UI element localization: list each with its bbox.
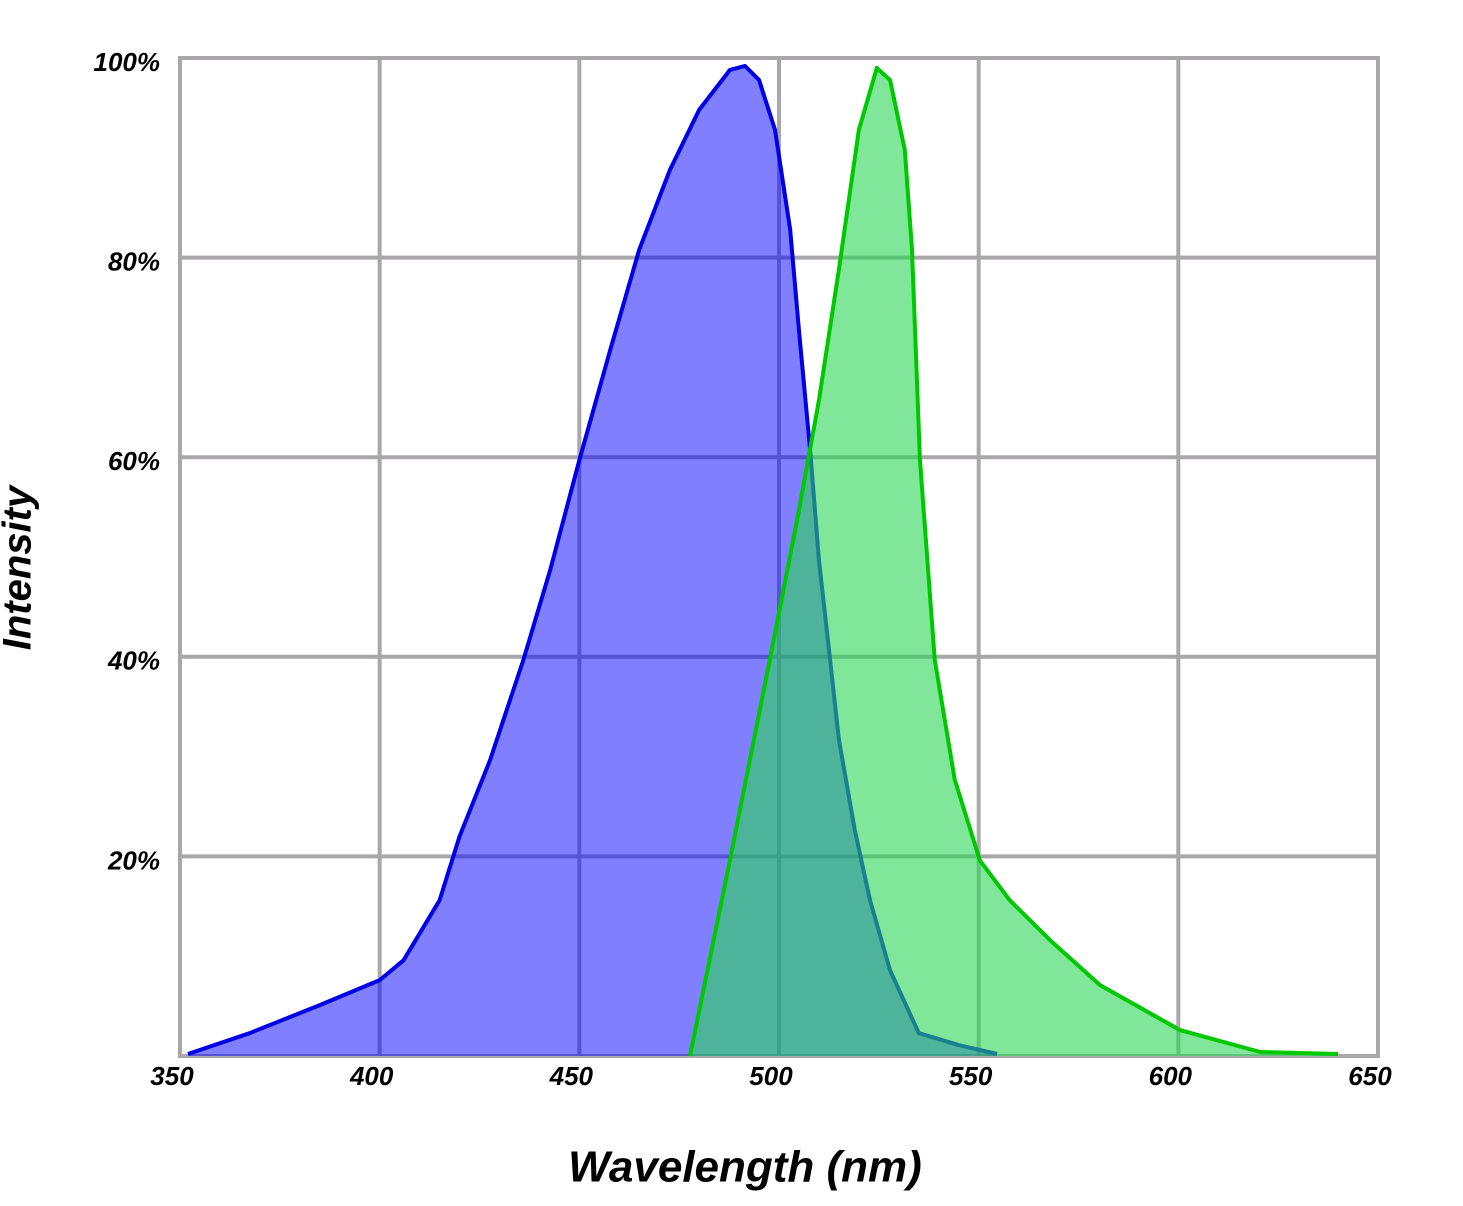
area-line	[687, 65, 1339, 1057]
y-tick-label: 60%	[108, 446, 160, 476]
y-tick-label: 80%	[108, 246, 160, 276]
y-tick-label: 20%	[107, 845, 160, 875]
x-tick-label: 500	[749, 1061, 793, 1091]
x-tick-label: 600	[1149, 1061, 1193, 1091]
x-tick-label: 550	[949, 1061, 993, 1091]
y-tick-label: 100%	[94, 47, 161, 77]
y-axis-label: Intensity	[0, 484, 40, 650]
x-axis-label: Wavelength (nm)	[568, 1143, 922, 1192]
x-tick-label: 350	[150, 1061, 194, 1091]
x-tick-label: 400	[349, 1061, 394, 1091]
x-tick-label: 650	[1348, 1061, 1392, 1091]
area-fill	[689, 67, 1339, 1057]
x-tick-label: 450	[549, 1061, 594, 1091]
y-tick-label: 40%	[107, 646, 160, 676]
